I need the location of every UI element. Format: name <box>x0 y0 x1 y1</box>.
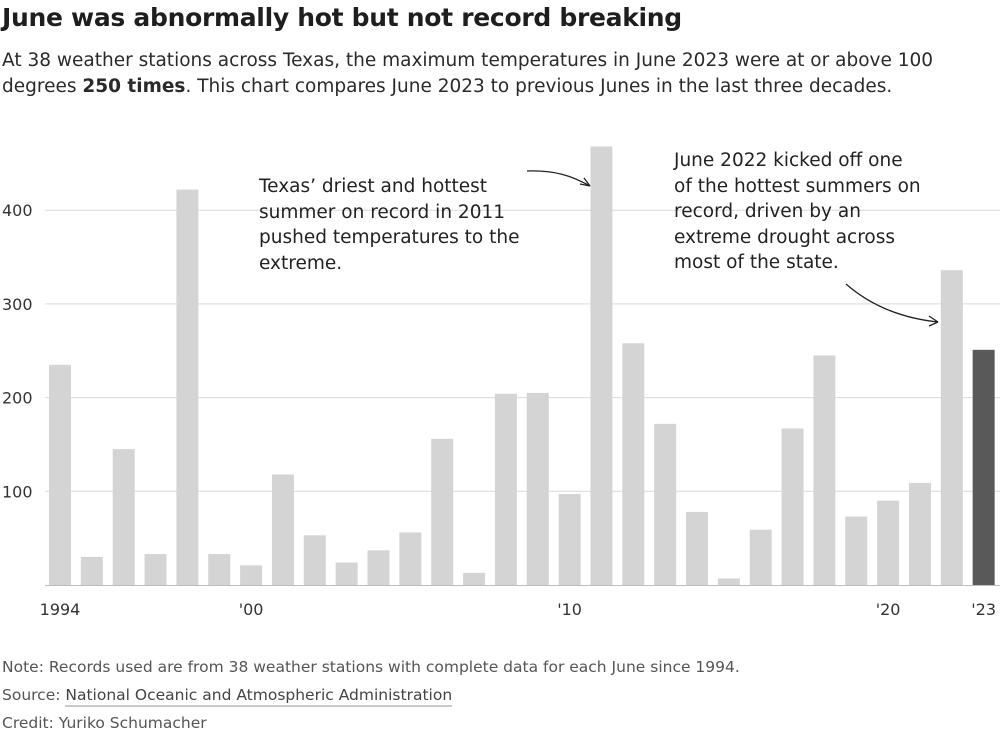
bar-2011 <box>590 146 613 585</box>
bar-2003 <box>335 562 358 585</box>
footnote: Note: Records used are from 38 weather s… <box>2 658 740 676</box>
bar-2019 <box>845 516 868 585</box>
bar-chart: 100 200 300 400 1994 '00 '10 '20 '23 <box>2 146 1000 619</box>
arrowhead-2011 <box>579 177 591 187</box>
bar-2001 <box>271 474 294 585</box>
annotation-2022: June 2022 kicked off one of the hottest … <box>674 150 921 273</box>
bar-2017 <box>781 428 804 585</box>
annotation-arrow-2022 <box>845 283 939 323</box>
annotation-arrow-2011 <box>526 170 591 187</box>
bar-2014 <box>686 511 708 585</box>
annotation-2011: Texas’ driest and hottest summer on reco… <box>259 176 520 274</box>
chart-title: June was abnormally hot but not record b… <box>2 3 682 32</box>
bar-2002 <box>303 535 326 585</box>
credit-line: Credit: Yuriko Schumacher <box>2 714 207 732</box>
subtitle-text-end: . This chart compares June 2023 to previ… <box>185 76 893 97</box>
bar-2012 <box>622 343 645 585</box>
source-label: Source: <box>2 686 66 704</box>
bar-2018 <box>813 355 836 585</box>
bar-2007 <box>463 572 486 585</box>
bar-2023 <box>972 349 995 585</box>
bar-1994 <box>49 364 71 585</box>
x-tick-label-1994: 1994 <box>40 600 81 619</box>
bar-1999 <box>208 554 231 585</box>
bar-2004 <box>367 550 390 585</box>
subtitle-highlight: 250 times <box>82 76 186 97</box>
x-tick-label-2020: '20 <box>876 600 901 619</box>
bar-2008 <box>494 393 517 585</box>
bar-2010 <box>558 494 581 585</box>
bar-1997 <box>144 554 167 585</box>
source-link[interactable]: National Oceanic and Atmospheric Adminis… <box>65 686 453 707</box>
x-tick-label-2000: '00 <box>239 600 264 619</box>
y-tick-label-100: 100 <box>2 482 33 501</box>
x-tick-label-2023: '23 <box>971 600 996 619</box>
bar-2016 <box>749 529 772 585</box>
bar-1996 <box>112 449 135 585</box>
bar-2000 <box>240 565 263 585</box>
source-line: Source: National Oceanic and Atmospheric… <box>2 686 453 707</box>
y-tick-label-400: 400 <box>2 201 33 220</box>
bar-1995 <box>80 556 103 585</box>
bar-2013 <box>654 423 677 585</box>
bar-2020 <box>877 500 900 585</box>
bar-2022 <box>940 270 963 585</box>
subtitle-text-start: At 38 weather stations across Texas, the… <box>2 50 934 97</box>
bar-2006 <box>431 438 454 585</box>
y-tick-label-200: 200 <box>2 389 33 408</box>
bar-2015 <box>717 578 740 585</box>
bar-2009 <box>526 392 549 585</box>
bar-2005 <box>399 532 422 585</box>
arrowhead-2022 <box>928 315 939 327</box>
y-tick-label-300: 300 <box>2 295 33 314</box>
bar-2021 <box>908 482 931 585</box>
chart-subtitle: At 38 weather stations across Texas, the… <box>2 48 992 100</box>
x-tick-label-2010: '10 <box>557 600 582 619</box>
bar-1998 <box>176 189 199 585</box>
